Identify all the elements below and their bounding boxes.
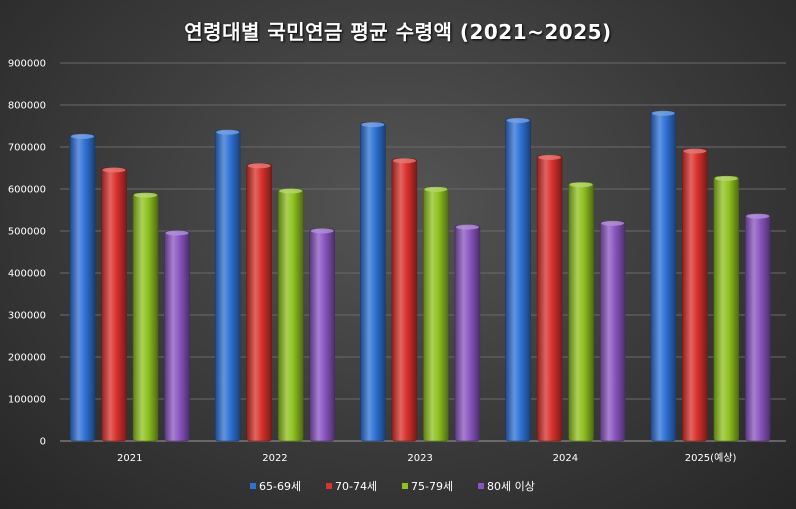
bar-top-highlight	[538, 154, 562, 160]
bar-70-74세-2025(예상)	[681, 148, 708, 442]
bar-top-highlight	[165, 230, 189, 236]
bar-75-79세-2023	[423, 187, 449, 442]
bar-top-highlight	[216, 129, 240, 135]
bar-70-74세-2021	[101, 167, 127, 442]
y-tick-label: 0	[40, 437, 46, 448]
bar-70-74세-2022	[246, 163, 272, 442]
bar-top-highlight	[279, 188, 303, 194]
bar-70-74세-2024	[536, 155, 563, 442]
y-tick-label: 100000	[8, 395, 46, 406]
x-tick-label: 2024	[553, 453, 578, 464]
x-tick-label: 2021	[117, 453, 142, 464]
bar-top-highlight	[361, 122, 385, 128]
bar-65-69세-2024	[505, 118, 531, 442]
y-tick-label: 700000	[8, 143, 46, 154]
y-tick-label: 400000	[8, 269, 46, 280]
bar-top-highlight	[714, 175, 738, 181]
bar-top-highlight	[455, 224, 479, 230]
y-axis-ticks: 0 100000 200000 300000 400000 500000 600000 700…	[8, 59, 46, 448]
chart-title: 연령대별 국민연금 평균 수령액 (2021~2025)	[184, 20, 612, 44]
x-axis-ticks: 2021 2022 2023 2024 2025(예상)	[117, 452, 736, 464]
bar-80세 이상-2024	[599, 221, 626, 442]
y-tick-label: 900000	[8, 59, 46, 70]
bar-top-highlight	[651, 110, 675, 116]
legend-swatch	[250, 483, 256, 489]
bar-top-highlight	[102, 167, 126, 173]
bar-80세 이상-2021	[164, 230, 190, 442]
x-tick-label: 2025(예상)	[685, 452, 737, 464]
bar-80세 이상-2023	[454, 224, 481, 442]
bar-top-highlight	[71, 133, 94, 139]
legend-swatch	[478, 483, 484, 489]
bar-75-79세-2021	[132, 192, 159, 442]
bar-top-highlight	[424, 186, 448, 192]
y-tick-label: 600000	[8, 185, 46, 196]
bar-65-69세-2023	[360, 122, 386, 442]
legend-label: 80세 이상	[487, 480, 535, 493]
x-tick-label: 2023	[407, 453, 432, 464]
bar-75-79세-2022	[277, 188, 304, 442]
bars	[69, 110, 771, 442]
legend-swatch	[402, 483, 408, 489]
bar-top-highlight	[601, 220, 625, 226]
x-tick-label: 2022	[262, 453, 287, 464]
bar-80세 이상-2022	[309, 228, 336, 442]
y-tick-label: 200000	[8, 353, 46, 364]
bar-65-69세-2022	[214, 129, 241, 442]
bar-top-highlight	[247, 163, 271, 169]
y-tick-label: 500000	[8, 227, 46, 238]
bar-75-79세-2025(예상)	[713, 176, 740, 442]
bar-top-highlight	[134, 192, 157, 198]
legend-swatch	[326, 483, 332, 489]
bar-top-highlight	[392, 158, 416, 164]
legend-label: 65-69세	[259, 480, 301, 493]
bar-top-highlight	[506, 117, 530, 123]
legend-label: 75-79세	[411, 480, 453, 493]
legend: 65-69세 70-74세 75-79세 80세 이상	[250, 480, 535, 493]
bar-80세 이상-2025(예상)	[744, 213, 771, 442]
bar-top-highlight	[569, 182, 593, 188]
bar-top-highlight	[683, 148, 707, 154]
bar-top-highlight	[746, 213, 770, 219]
bar-65-69세-2021	[69, 134, 96, 442]
legend-label: 70-74세	[335, 480, 377, 493]
bar-75-79세-2024	[568, 182, 594, 442]
bar-70-74세-2023	[391, 158, 418, 442]
y-tick-label: 300000	[8, 311, 46, 322]
bar-65-69세-2025(예상)	[650, 111, 677, 442]
y-tick-label: 800000	[8, 101, 46, 112]
bar-top-highlight	[310, 228, 334, 234]
